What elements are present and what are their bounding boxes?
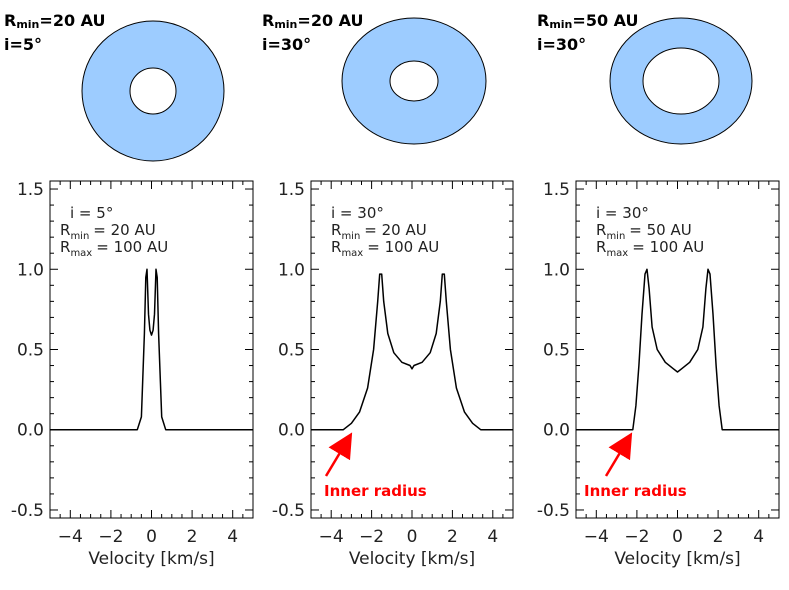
x-tick-label: −4	[584, 527, 609, 547]
x-tick-label: 4	[487, 527, 498, 547]
x-tick-label: −2	[98, 527, 123, 547]
panel-3-annotation: i = 30° Rmin = 50 AU Rmax = 100 AU	[596, 204, 704, 259]
panel-2-annotation: i = 30° Rmin = 20 AU Rmax = 100 AU	[331, 204, 439, 259]
x-tick-label: −4	[319, 527, 344, 547]
arrow-icon	[324, 432, 353, 477]
y-tick-label: 0.0	[17, 421, 44, 441]
disk-rmin-label: Rmin=50 AU	[537, 11, 639, 31]
disk-incl-label: i=5°	[4, 35, 42, 54]
disk-rmin-label: Rmin=20 AU	[262, 11, 364, 31]
y-tick-label: 1.5	[278, 180, 305, 200]
x-tick-label: 2	[713, 527, 724, 547]
x-tick-label: 0	[672, 527, 683, 547]
disk-incl-label: i=30°	[262, 35, 311, 54]
disk-rmin-label: Rmin=20 AU	[4, 11, 106, 31]
disk-illustration-3	[609, 17, 753, 145]
x-tick-label: −2	[359, 527, 384, 547]
y-tick-label: -0.5	[537, 501, 570, 521]
y-tick-label: 1.0	[543, 260, 570, 280]
y-tick-label: 0.5	[17, 341, 44, 361]
y-tick-label: 0.0	[278, 421, 305, 441]
y-tick-label: 1.0	[278, 260, 305, 280]
x-tick-label: 0	[407, 527, 418, 547]
x-tick-label: 2	[447, 527, 458, 547]
y-tick-label: -0.5	[272, 501, 305, 521]
disk-inner-hole	[389, 60, 439, 102]
disk-label-2: Rmin=20 AU i=30°	[262, 11, 364, 54]
inner-radius-label: Inner radius	[324, 482, 427, 500]
y-tick-label: 0.5	[543, 341, 570, 361]
disk-illustration-2	[341, 17, 487, 145]
arrow-icon	[604, 432, 633, 477]
inclination-annotation: i = 30°	[596, 204, 649, 222]
x-tick-label: 4	[753, 527, 764, 547]
x-tick-label: 4	[227, 527, 238, 547]
x-tick-label: −4	[58, 527, 83, 547]
inner-radius-label: Inner radius	[584, 482, 687, 500]
inner-radius-arrow-panel-2: Inner radius	[324, 432, 427, 500]
spectrum-panel-1: −4 −2 0 2 4 -0.5 0.0 0.5 1.0 1.5 Velocity [km/s]	[11, 180, 254, 569]
x-axis-label: Velocity [km/s]	[614, 549, 740, 569]
y-tick-label: 0.5	[278, 341, 305, 361]
disk-incl-label: i=30°	[537, 35, 586, 54]
disk-inner-hole	[642, 47, 720, 115]
x-axis-label: Velocity [km/s]	[349, 549, 475, 569]
y-tick-label: 1.5	[17, 180, 44, 200]
inclination-annotation: i = 5°	[70, 204, 113, 222]
spectrum-panel-2: −4 −2 0 2 4 -0.5 0.0 0.5 1.0 1.5 Velocity [km/s]	[272, 180, 514, 569]
inclination-annotation: i = 30°	[331, 204, 384, 222]
disk-illustration-1	[81, 20, 225, 162]
y-tick-label: 0.0	[543, 421, 570, 441]
disk-label-3: Rmin=50 AU i=30°	[537, 11, 639, 54]
x-tick-label: 0	[146, 527, 157, 547]
line-profile-series	[311, 273, 513, 431]
line-profile-series	[576, 268, 779, 431]
x-tick-label: 2	[187, 527, 198, 547]
disk-inner-hole	[129, 67, 177, 115]
disk-label-1: Rmin=20 AU i=5°	[4, 11, 106, 54]
line-profile-series	[50, 268, 253, 431]
y-tick-label: 1.0	[17, 260, 44, 280]
panel-1-annotation: i = 5° Rmin = 20 AU Rmax = 100 AU	[60, 204, 168, 259]
y-tick-label: -0.5	[11, 501, 44, 521]
inner-radius-arrow-panel-3: Inner radius	[584, 432, 687, 500]
spectrum-panel-3: −4 −2 0 2 4 -0.5 0.0 0.5 1.0 1.5 Velocity [km/s]	[537, 180, 780, 569]
x-axis-label: Velocity [km/s]	[88, 549, 214, 569]
y-tick-label: 1.5	[543, 180, 570, 200]
x-tick-label: −2	[624, 527, 649, 547]
